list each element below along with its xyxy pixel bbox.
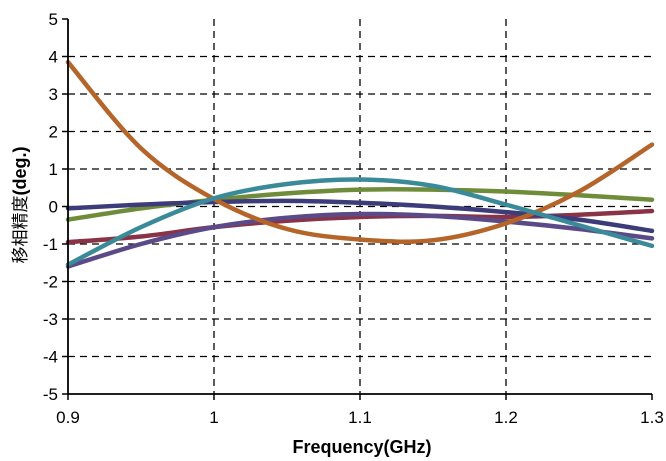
y-tick-label: -2 <box>43 273 58 292</box>
y-tick-label: 4 <box>49 48 58 67</box>
axes <box>62 18 653 400</box>
y-tick-label: 3 <box>49 85 58 104</box>
y-axis-label-text: 移相精度(deg.) <box>10 147 31 264</box>
x-tick-label: 1 <box>209 408 218 427</box>
y-tick-label: 0 <box>49 198 58 217</box>
x-tick-label: 0.9 <box>56 408 80 427</box>
y-tick-label: 5 <box>49 10 58 29</box>
y-tick-label: 2 <box>49 123 58 142</box>
series-line-2 <box>65 177 655 267</box>
y-tick-label: -3 <box>43 310 58 329</box>
y-tick-label: -1 <box>43 235 58 254</box>
y-tick-label: -4 <box>43 348 58 367</box>
x-tick-label: 1.1 <box>348 408 372 427</box>
series-lines <box>65 59 655 269</box>
y-axis-label-unit: (deg.) <box>10 147 30 196</box>
x-tick-label: 1.3 <box>640 408 664 427</box>
series-line-1 <box>65 59 655 244</box>
y-tick-label: 1 <box>49 160 58 179</box>
tick-labels: -5 -4 -3 -2 -1 0 1 2 3 4 5 0.9 1 1.1 1.2 1.3 <box>43 10 664 427</box>
x-axis-label: Frequency(GHz) <box>292 437 431 457</box>
x-tick-label: 1.2 <box>494 408 518 427</box>
y-axis-label-cjk: 移相精度 <box>11 196 31 264</box>
y-axis-label-group: 移相精度(deg.) <box>10 147 31 264</box>
series-line-5 <box>65 211 655 269</box>
y-tick-label: -5 <box>43 385 58 404</box>
